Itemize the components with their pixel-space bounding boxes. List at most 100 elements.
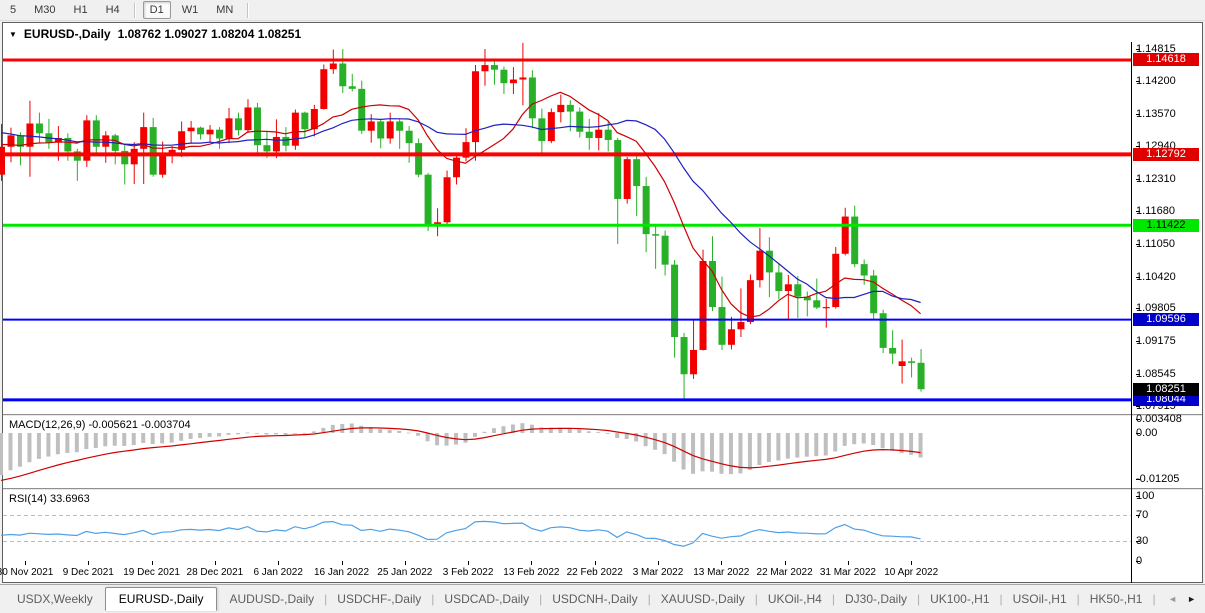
date-tick [25, 561, 26, 565]
price-badge: 1.11422 [1133, 218, 1199, 232]
date-label: 3 Mar 2022 [632, 567, 684, 578]
date-label: 16 Jan 2022 [313, 567, 370, 578]
date-tick [658, 561, 659, 565]
price-axis[interactable]: 1.14815 1.14200 1.13570 1.12940 1.12310 1.116… [1132, 42, 1202, 413]
date-tick [404, 561, 406, 565]
timeframe-button-5[interactable]: 5 [10, 4, 17, 16]
tab-usdcad-daily[interactable]: USDCAD-,Daily [444, 591, 530, 606]
tab-separator: | [754, 591, 758, 606]
tab-scroll-right-icon[interactable]: ► [1187, 594, 1196, 604]
rsi-axis[interactable]: 100 70 30 0 [1132, 489, 1202, 567]
tab-separator: | [999, 591, 1003, 606]
tab-separator: | [917, 591, 921, 606]
rsi-header: RSI(14) 33.6963 [9, 493, 90, 505]
pane-separator[interactable] [3, 414, 1202, 416]
date-tick [721, 561, 723, 565]
rsi-pane[interactable] [0, 491, 1131, 561]
price-chart-pane[interactable] [0, 42, 1131, 413]
tab-eurusd-daily[interactable]: EURUSD-,Daily [104, 586, 218, 611]
tab-uk100-h1[interactable]: UK100-,H1 [930, 591, 990, 606]
tab-separator: | [647, 591, 651, 606]
pane-separator[interactable] [3, 488, 1202, 490]
chart-title-row: ▼ EURUSD-,Daily 1.08762 1.09027 1.08204 … [9, 26, 301, 42]
date-axis[interactable]: 30 Nov 2021 9 Dec 2021 19 Dec 2021 28 Dec 2… [0, 561, 1131, 582]
date-tick [784, 561, 786, 565]
price-axis-line [1131, 42, 1132, 583]
date-label: 3 Feb 2022 [442, 567, 494, 578]
price-badge: 1.08044 [1133, 393, 1199, 407]
tab-separator: | [1076, 591, 1080, 606]
timeframe-button-h4[interactable]: H4 [105, 4, 120, 16]
timeframe-button-mn[interactable]: MN [216, 4, 234, 16]
macd-axis[interactable]: 0.003408 0.00 -0.01205 [1132, 413, 1202, 487]
price-badge: 1.09596 [1133, 313, 1199, 327]
instrument-tab-bar: USDX,Weekly EURUSD-,Daily AUDUSD-,Daily | US… [0, 584, 1205, 613]
price-tick: 1.12310 [1136, 172, 1176, 185]
tab-usdx-weekly[interactable]: USDX,Weekly [17, 591, 93, 606]
date-label: 13 Feb 2022 [503, 567, 560, 578]
price-tick: 1.13570 [1136, 107, 1176, 120]
chart-ohlc-values: 1.08762 1.09027 1.08204 1.08251 [117, 27, 302, 41]
price-tick: 1.14815 [1136, 43, 1176, 56]
macd-tick: -0.01205 [1136, 473, 1180, 486]
tab-usdcnh-daily[interactable]: USDCNH-,Daily [552, 591, 638, 606]
date-tick [847, 561, 849, 565]
tab-hk50-h1[interactable]: HK50-,H1 [1089, 591, 1143, 606]
date-label: 10 Apr 2022 [884, 567, 939, 578]
rsi-tick: 70 [1136, 509, 1149, 521]
date-tick [594, 561, 596, 565]
macd-tick: 0.00 [1136, 426, 1158, 439]
rsi-tick: 100 [1136, 489, 1155, 502]
tab-dj30-daily[interactable]: DJ30-,Daily [844, 591, 907, 606]
price-badge: 1.14618 [1133, 53, 1199, 67]
date-label: 13 Mar 2022 [693, 567, 750, 578]
tab-separator: | [539, 591, 543, 606]
collapse-icon[interactable]: ▼ [9, 29, 17, 39]
tab-audusd-daily[interactable]: AUDUSD-,Daily [229, 591, 315, 606]
timeframe-toolbar: 5 M30 H1 H4 D1 W1 MN [0, 0, 1205, 21]
price-badge: 1.12792 [1133, 147, 1199, 161]
tab-separator: | [431, 591, 435, 606]
price-tick: 1.09805 [1136, 302, 1176, 315]
tab-usdchf-daily[interactable]: USDCHF-,Daily [337, 591, 422, 606]
macd-pane[interactable] [0, 417, 1131, 487]
toolbar-separator [133, 2, 136, 18]
date-tick [278, 561, 280, 565]
rsi-tick: 0 [1136, 555, 1142, 568]
date-tick [531, 561, 533, 565]
tab-separator: | [324, 591, 328, 606]
date-label: 22 Feb 2022 [566, 567, 623, 578]
timeframe-button-w1[interactable]: W1 [181, 4, 199, 16]
toolbar-separator [247, 2, 250, 18]
date-tick [88, 561, 90, 565]
price-tick: 1.11050 [1136, 237, 1175, 250]
date-label: 19 Dec 2021 [123, 567, 180, 578]
timeframe-button-d1[interactable]: D1 [142, 1, 171, 19]
price-tick: 1.10420 [1136, 270, 1176, 283]
chart-window: ▼ EURUSD-,Daily 1.08762 1.09027 1.08204 … [0, 22, 1203, 583]
date-tick [468, 561, 470, 565]
price-tick: 1.14200 [1136, 75, 1176, 88]
tab-separator: | [1152, 591, 1156, 606]
tab-usoil-h1[interactable]: USOil-,H1 [1012, 591, 1067, 606]
tab-ukoil-h4[interactable]: UKOil-,H4 [767, 591, 822, 606]
price-tick: 1.09175 [1136, 334, 1176, 347]
price-tick: 1.11680 [1136, 205, 1175, 218]
tab-separator: | [831, 591, 835, 606]
chart-symbol-title: EURUSD-,Daily [23, 27, 111, 41]
timeframe-button-h1[interactable]: H1 [73, 4, 88, 16]
date-label: 28 Dec 2021 [186, 567, 244, 578]
macd-tick: 0.003408 [1136, 413, 1182, 426]
date-label: 22 Mar 2022 [756, 567, 813, 578]
date-tick [341, 561, 343, 565]
rsi-tick: 30 [1136, 535, 1149, 547]
tab-scroll-left-icon[interactable]: ◄ [1168, 594, 1178, 604]
price-badge: 1.08251 [1133, 382, 1199, 396]
date-tick [214, 561, 216, 565]
date-tick [151, 561, 153, 565]
timeframe-button-m30[interactable]: M30 [34, 4, 56, 16]
date-label: 30 Nov 2021 [0, 567, 54, 578]
date-label: 6 Jan 2022 [253, 567, 303, 578]
macd-header: MACD(12,26,9) -0.005621 -0.003704 [9, 419, 191, 431]
tab-xauusd-daily[interactable]: XAUUSD-,Daily [660, 591, 745, 606]
